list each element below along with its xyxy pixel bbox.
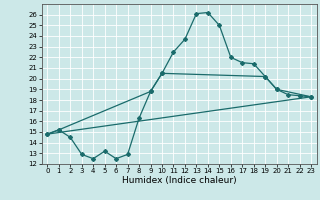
X-axis label: Humidex (Indice chaleur): Humidex (Indice chaleur) — [122, 176, 236, 185]
